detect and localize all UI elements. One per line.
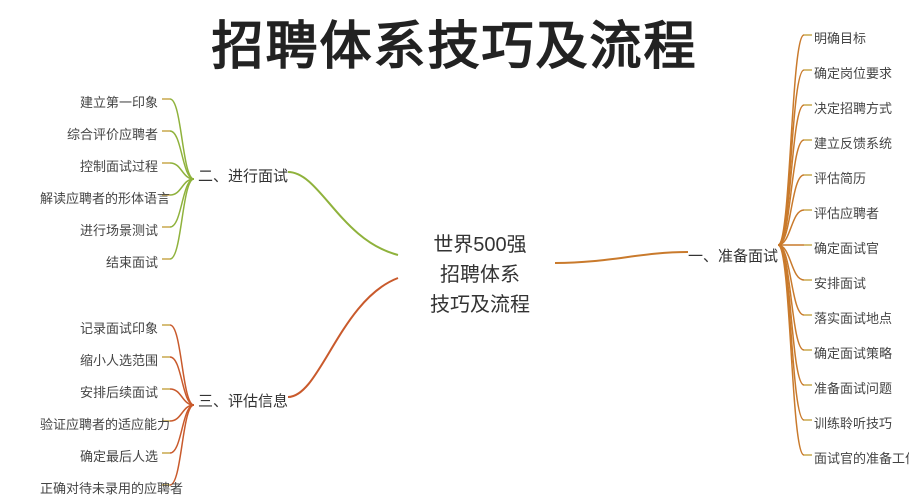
leaf-label: 准备面试问题 xyxy=(814,378,892,397)
leaf-label: 落实面试地点 xyxy=(814,308,892,327)
leaf-label: 缩小人选范围 xyxy=(40,350,158,369)
leaf-label: 确定面试策略 xyxy=(814,343,892,362)
leaf-label: 评估简历 xyxy=(814,168,866,187)
leaf-label: 评估应聘者 xyxy=(814,203,879,222)
leaf-label: 面试官的准备工作 xyxy=(814,448,909,467)
leaf-label: 控制面试过程 xyxy=(40,156,158,175)
leaf-label: 验证应聘者的适应能力 xyxy=(40,414,158,433)
leaf-label: 建立第一印象 xyxy=(40,92,158,111)
leaf-label: 进行场景测试 xyxy=(40,220,158,239)
leaf-label: 安排后续面试 xyxy=(40,382,158,401)
leaf-label: 训练聆听技巧 xyxy=(814,413,892,432)
leaf-label: 建立反馈系统 xyxy=(814,133,892,152)
center-node: 世界500强招聘体系技巧及流程 xyxy=(410,230,550,320)
leaf-label: 正确对待未录用的应聘者 xyxy=(40,478,158,497)
leaf-label: 确定最后人选 xyxy=(40,446,158,465)
leaf-label: 决定招聘方式 xyxy=(814,98,892,117)
branch-label: 三、评估信息 xyxy=(198,390,288,411)
branch-label: 二、进行面试 xyxy=(198,165,288,186)
leaf-label: 明确目标 xyxy=(814,28,866,47)
leaf-label: 解读应聘者的形体语言 xyxy=(40,188,158,207)
center-line: 技巧及流程 xyxy=(410,290,550,320)
leaf-label: 记录面试印象 xyxy=(40,318,158,337)
branch-label: 一、准备面试 xyxy=(688,245,778,266)
leaf-label: 结束面试 xyxy=(40,252,158,271)
leaf-label: 确定岗位要求 xyxy=(814,63,892,82)
leaf-label: 确定面试官 xyxy=(814,238,879,257)
center-line: 世界500强 xyxy=(410,230,550,260)
center-line: 招聘体系 xyxy=(410,260,550,290)
page-title: 招聘体系技巧及流程 xyxy=(0,4,909,79)
leaf-label: 安排面试 xyxy=(814,273,866,292)
leaf-label: 综合评价应聘者 xyxy=(40,124,158,143)
